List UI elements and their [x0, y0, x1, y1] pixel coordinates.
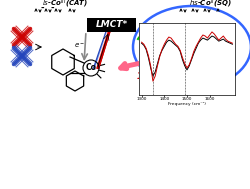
Text: Co: Co — [85, 64, 96, 73]
Text: $hs$-Co$^{II}$(SQ): $hs$-Co$^{II}$(SQ) — [188, 0, 230, 10]
Text: Co: Co — [212, 64, 222, 73]
Text: $ls$-Co$^{III}$(CAT): $ls$-Co$^{III}$(CAT) — [42, 0, 88, 10]
Text: $e^-$: $e^-$ — [74, 42, 85, 50]
X-axis label: Frequency (cm⁻¹): Frequency (cm⁻¹) — [168, 102, 205, 106]
Text: LMCT*: LMCT* — [96, 20, 128, 29]
Text: 1.5 ns: 1.5 ns — [136, 73, 162, 81]
Text: -: - — [40, 4, 44, 12]
Text: -: - — [50, 4, 53, 12]
Text: < 200 fs: < 200 fs — [141, 40, 170, 46]
FancyBboxPatch shape — [87, 18, 136, 32]
Polygon shape — [148, 74, 154, 81]
